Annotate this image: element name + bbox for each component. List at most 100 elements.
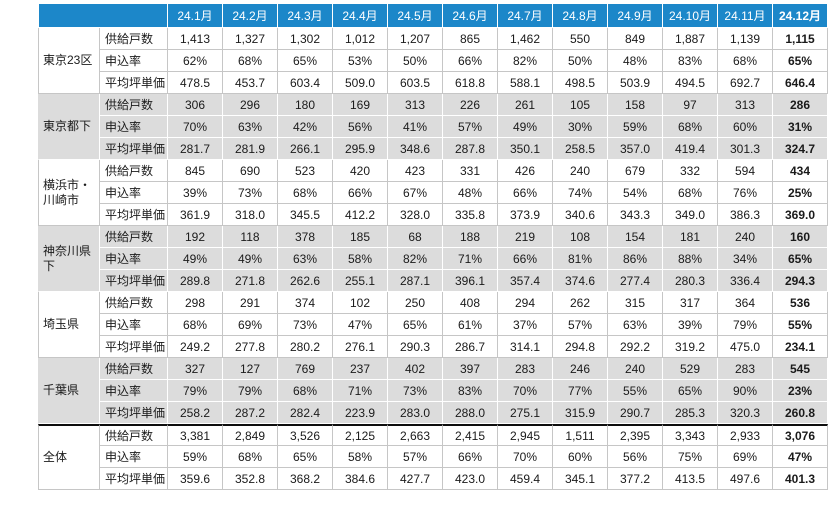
value-cell: 287.8 — [443, 138, 498, 160]
value-cell: 350.1 — [498, 138, 553, 160]
value-cell: 82% — [498, 50, 553, 72]
value-cell: 378 — [278, 226, 333, 248]
value-cell: 65% — [663, 380, 718, 402]
month-header: 24.11月 — [718, 4, 773, 28]
value-cell: 769 — [278, 358, 333, 380]
value-cell: 320.3 — [718, 402, 773, 424]
value-cell: 68% — [278, 182, 333, 204]
value-cell: 81% — [553, 248, 608, 270]
value-cell: 301.3 — [718, 138, 773, 160]
value-cell: 328.0 — [388, 204, 443, 226]
value-cell: 401.3 — [773, 468, 828, 490]
value-cell: 262.6 — [278, 270, 333, 292]
monthly-supply-table: 24.1月 24.2月 24.3月 24.4月 24.5月 24.6月 24.7月 24.8月… — [38, 4, 828, 490]
value-cell: 83% — [663, 50, 718, 72]
value-cell: 298 — [168, 292, 223, 314]
group-label: 横浜市・川崎市 — [38, 160, 100, 226]
value-cell: 56% — [333, 116, 388, 138]
value-cell: 646.4 — [773, 72, 828, 94]
value-cell: 69% — [718, 446, 773, 468]
value-cell: 65% — [278, 50, 333, 72]
value-cell: 66% — [333, 182, 388, 204]
value-cell: 49% — [168, 248, 223, 270]
value-cell: 90% — [718, 380, 773, 402]
value-cell: 258.5 — [553, 138, 608, 160]
value-cell: 25% — [773, 182, 828, 204]
table-row: 平均坪単価 359.6 352.8 368.2 384.6 427.7 423.0 459.4… — [38, 468, 828, 490]
value-cell: 237 — [333, 358, 388, 380]
value-cell: 3,526 — [278, 424, 333, 446]
value-cell: 315 — [608, 292, 663, 314]
value-cell: 294 — [498, 292, 553, 314]
value-cell: 74% — [553, 182, 608, 204]
value-cell: 283 — [498, 358, 553, 380]
value-cell: 240 — [608, 358, 663, 380]
table-body: 東京23区 供給戸数 1,413 1,327 1,302 1,012 1,207 865 1,4… — [38, 28, 828, 490]
value-cell: 384.6 — [333, 468, 388, 490]
value-cell: 618.8 — [443, 72, 498, 94]
group-label: 埼玉県 — [38, 292, 100, 358]
value-cell: 57% — [443, 116, 498, 138]
value-cell: 849 — [608, 28, 663, 50]
value-cell: 54% — [608, 182, 663, 204]
month-header: 24.6月 — [443, 4, 498, 28]
metric-label: 供給戸数 — [100, 292, 168, 314]
value-cell: 63% — [608, 314, 663, 336]
value-cell: 192 — [168, 226, 223, 248]
table-row: 神奈川県下 供給戸数 192 118 378 185 68 188 219 108 154 181 24… — [38, 226, 828, 292]
value-cell: 53% — [333, 50, 388, 72]
value-cell: 260.8 — [773, 402, 828, 424]
value-cell: 3,343 — [663, 424, 718, 446]
value-cell: 79% — [223, 380, 278, 402]
value-cell: 23% — [773, 380, 828, 402]
value-cell: 240 — [718, 226, 773, 248]
value-cell: 281.9 — [223, 138, 278, 160]
value-cell: 313 — [718, 94, 773, 116]
value-cell: 82% — [388, 248, 443, 270]
value-cell: 386.3 — [718, 204, 773, 226]
value-cell: 348.6 — [388, 138, 443, 160]
value-cell: 459.4 — [498, 468, 553, 490]
value-cell: 280.2 — [278, 336, 333, 358]
metric-label: 平均坪単価 — [100, 72, 168, 94]
value-cell: 319.2 — [663, 336, 718, 358]
value-cell: 692.7 — [718, 72, 773, 94]
value-cell: 3,381 — [168, 424, 223, 446]
value-cell: 59% — [608, 116, 663, 138]
value-cell: 503.9 — [608, 72, 663, 94]
value-cell: 158 — [608, 94, 663, 116]
table-row: 申込率 79% 79% 68% 71% 73% 83% 70% 77% 55% 65% 90% 23% — [38, 380, 828, 402]
value-cell: 345.5 — [278, 204, 333, 226]
value-cell: 34% — [718, 248, 773, 270]
value-cell: 39% — [168, 182, 223, 204]
value-cell: 423 — [388, 160, 443, 182]
table-row: 全体 供給戸数 3,381 2,849 3,526 2,125 2,663 2,415 2,94… — [38, 424, 828, 490]
value-cell: 63% — [223, 116, 278, 138]
value-cell: 73% — [223, 182, 278, 204]
value-cell: 47% — [333, 314, 388, 336]
value-cell: 603.5 — [388, 72, 443, 94]
group-label: 千葉県 — [38, 358, 100, 424]
table-header-row: 24.1月 24.2月 24.3月 24.4月 24.5月 24.6月 24.7月 24.8月… — [38, 4, 828, 28]
value-cell: 55% — [773, 314, 828, 336]
metric-label: 申込率 — [100, 50, 168, 72]
value-cell: 1,511 — [553, 424, 608, 446]
value-cell: 70% — [168, 116, 223, 138]
value-cell: 603.4 — [278, 72, 333, 94]
value-cell: 290.7 — [608, 402, 663, 424]
value-cell: 262 — [553, 292, 608, 314]
value-cell: 374.6 — [553, 270, 608, 292]
value-cell: 188 — [443, 226, 498, 248]
value-cell: 63% — [278, 248, 333, 270]
value-cell: 1,207 — [388, 28, 443, 50]
value-cell: 343.3 — [608, 204, 663, 226]
value-cell: 249.2 — [168, 336, 223, 358]
value-cell: 368.2 — [278, 468, 333, 490]
value-cell: 154 — [608, 226, 663, 248]
value-cell: 65% — [278, 446, 333, 468]
value-cell: 478.5 — [168, 72, 223, 94]
value-cell: 223.9 — [333, 402, 388, 424]
value-cell: 1,139 — [718, 28, 773, 50]
value-cell: 108 — [553, 226, 608, 248]
value-cell: 1,302 — [278, 28, 333, 50]
